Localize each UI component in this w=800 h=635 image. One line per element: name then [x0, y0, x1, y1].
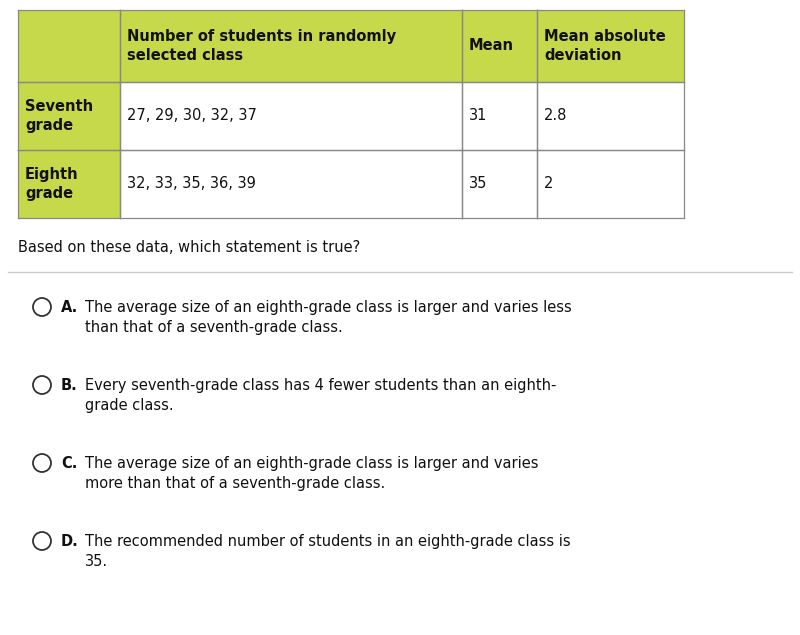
Text: Based on these data, which statement is true?: Based on these data, which statement is … — [18, 240, 360, 255]
Text: 27, 29, 30, 32, 37: 27, 29, 30, 32, 37 — [126, 109, 256, 123]
Bar — [537, 150, 683, 218]
Bar — [462, 10, 537, 82]
Text: 2.8: 2.8 — [544, 109, 567, 123]
Text: 35: 35 — [469, 177, 487, 192]
Bar — [537, 82, 683, 150]
Text: 31: 31 — [469, 109, 487, 123]
Bar — [537, 10, 683, 82]
Text: D.: D. — [61, 533, 78, 549]
Bar — [119, 150, 462, 218]
Text: The average size of an eighth-grade class is larger and varies
more than that of: The average size of an eighth-grade clas… — [85, 456, 538, 491]
Bar — [18, 10, 119, 82]
Text: 32, 33, 35, 36, 39: 32, 33, 35, 36, 39 — [126, 177, 255, 192]
Bar — [462, 82, 537, 150]
Text: Mean: Mean — [469, 39, 514, 53]
Text: Every seventh-grade class has 4 fewer students than an eighth-
grade class.: Every seventh-grade class has 4 fewer st… — [85, 378, 556, 413]
Text: Mean absolute
deviation: Mean absolute deviation — [544, 29, 666, 63]
Text: Number of students in randomly
selected class: Number of students in randomly selected … — [126, 29, 396, 63]
Text: B.: B. — [61, 377, 78, 392]
Text: The average size of an eighth-grade class is larger and varies less
than that of: The average size of an eighth-grade clas… — [85, 300, 572, 335]
Text: The recommended number of students in an eighth-grade class is
35.: The recommended number of students in an… — [85, 534, 570, 569]
Bar — [18, 82, 119, 150]
Text: Seventh
grade: Seventh grade — [25, 99, 93, 133]
Bar — [119, 82, 462, 150]
Text: C.: C. — [61, 455, 78, 471]
Text: A.: A. — [61, 300, 78, 314]
Bar — [462, 150, 537, 218]
Bar — [18, 150, 119, 218]
Text: Eighth
grade: Eighth grade — [25, 167, 78, 201]
Bar — [119, 10, 462, 82]
Text: 2: 2 — [544, 177, 554, 192]
